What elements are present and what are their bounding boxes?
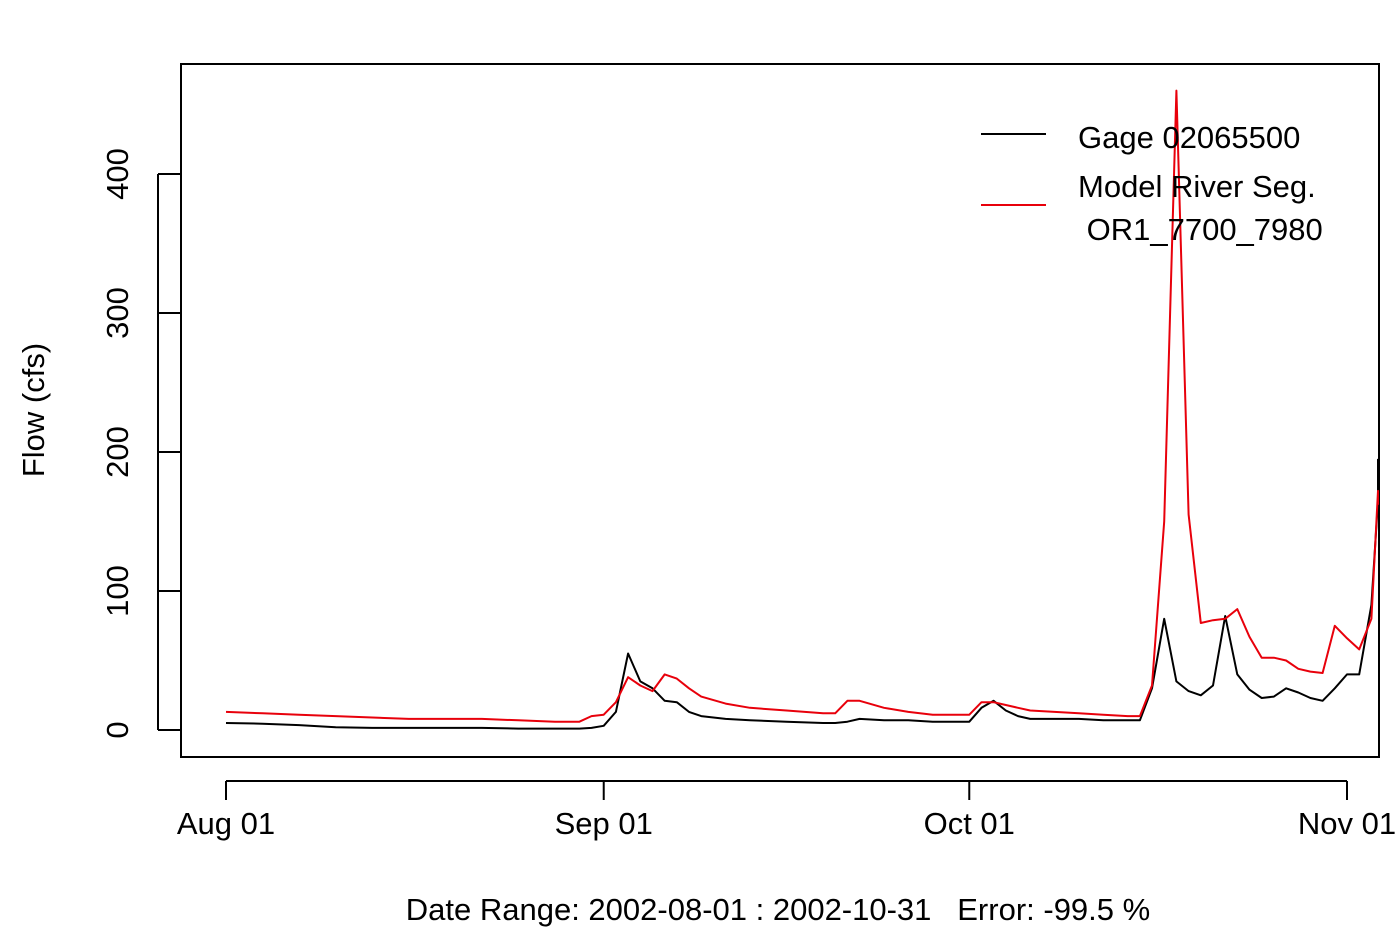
- plot-box: [180, 63, 1380, 758]
- legend-label-model: Model River Seg.: [1078, 169, 1316, 204]
- x-axis: Aug 01 Sep 01 Oct 01 Nov 01: [177, 780, 1396, 841]
- legend: Gage 02065500 Model River Seg. OR1_7700_7…: [981, 120, 1323, 247]
- y-tick-label: 100: [100, 565, 135, 617]
- y-tick-label: 300: [100, 287, 135, 339]
- x-tick-label: Aug 01: [177, 806, 275, 841]
- gage-series-line: [225, 458, 1379, 730]
- legend-label-model-line2: OR1_7700_7980: [1078, 212, 1323, 247]
- x-tick-label: Sep 01: [555, 806, 653, 841]
- x-axis-label: Date Range: 2002-08-01 : 2002-10-31 Erro…: [406, 892, 1150, 927]
- y-axis-label: Flow (cfs): [16, 343, 51, 477]
- legend-label-gage: Gage 02065500: [1078, 120, 1300, 155]
- y-tick-label: 0: [100, 721, 135, 738]
- x-tick-label: Oct 01: [924, 806, 1015, 841]
- y-tick-label: 200: [100, 426, 135, 478]
- y-axis: 0 100 200 300 400: [100, 148, 181, 739]
- model-series-line: [225, 89, 1379, 723]
- series-layer: [225, 89, 1379, 730]
- y-tick-label: 400: [100, 148, 135, 200]
- x-tick-label: Nov 01: [1298, 806, 1396, 841]
